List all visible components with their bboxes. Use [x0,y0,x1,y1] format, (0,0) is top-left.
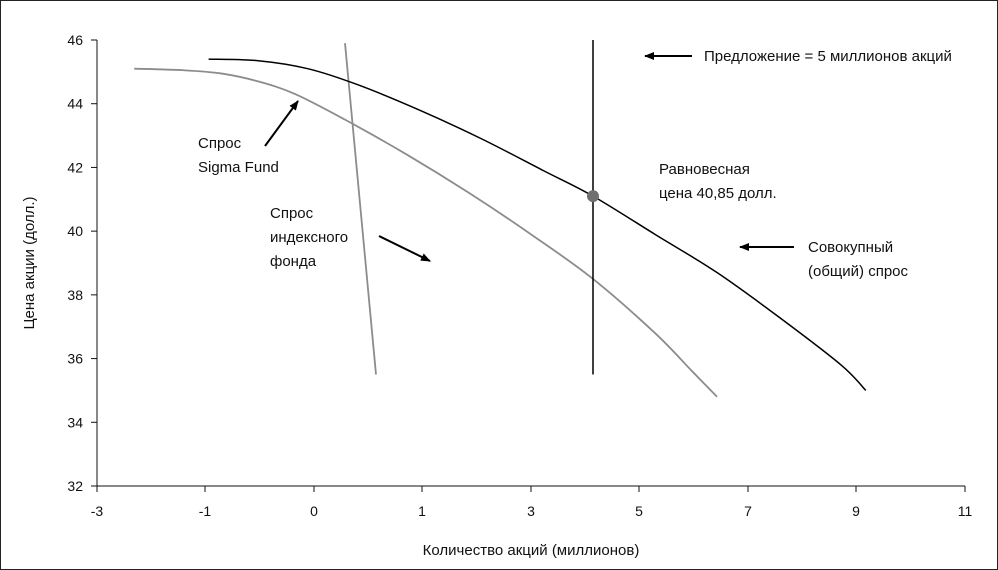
sigma-label-line2: Sigma Fund [198,159,279,176]
index-annotation-arrow [378,235,431,262]
aggregate-demand-curve [208,58,867,391]
sigma-annotation-arrow [264,100,299,147]
series-layer [134,40,867,398]
sigma-fund-demand-curve [134,67,718,398]
y-tick-label: 42 [67,159,83,175]
x-tick-label: 7 [744,503,752,519]
x-ticks: -3 -1 0 1 3 5 7 9 11 [91,486,973,519]
y-ticks: 32 34 36 38 40 42 44 46 [67,32,97,494]
equilibrium-label-line2: цена 40,85 долл. [659,185,777,202]
y-tick-label: 32 [67,478,83,494]
aggregate-label-line2: (общий) спрос [808,263,908,280]
y-tick-label: 46 [67,32,83,48]
x-tick-label: -1 [199,503,212,519]
equilibrium-label-line1: Равновесная [659,161,750,178]
y-tick-label: 40 [67,223,83,239]
x-tick-label: 9 [852,503,860,519]
equilibrium-point [587,190,599,203]
sigma-label-line1: Спрос [198,135,242,152]
y-tick-label: 34 [67,414,83,430]
index-label-line1: Спрос [270,205,314,222]
y-tick-label: 36 [67,351,83,367]
supply-label: Предложение = 5 миллионов акций [704,48,952,65]
x-axis-title: Количество акций (миллионов) [423,542,640,559]
index-label-line2: индексного [270,229,348,246]
x-tick-label: 1 [418,503,426,519]
x-tick-label: 0 [310,503,318,519]
x-tick-label: 11 [958,503,973,519]
x-tick-label: 5 [635,503,643,519]
index-fund-demand-curve [344,43,377,375]
y-tick-label: 44 [67,96,83,112]
aggregate-label-line1: Совокупный [808,239,893,256]
x-tick-label: 3 [527,503,535,519]
y-axis-title: Цена акции (долл.) [21,196,38,329]
y-tick-label: 38 [67,287,83,303]
index-label-line3: фонда [270,253,317,270]
x-tick-label: -3 [91,503,104,519]
